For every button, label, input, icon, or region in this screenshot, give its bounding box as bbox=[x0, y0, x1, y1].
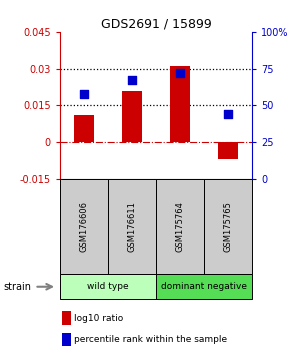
Point bbox=[178, 70, 182, 76]
Text: dominant negative: dominant negative bbox=[161, 282, 247, 291]
Bar bbox=[218, 142, 238, 159]
Text: strain: strain bbox=[3, 282, 31, 292]
Text: wild type: wild type bbox=[87, 282, 129, 291]
Bar bbox=[62, 333, 70, 346]
Title: GDS2691 / 15899: GDS2691 / 15899 bbox=[100, 18, 212, 31]
Text: log10 ratio: log10 ratio bbox=[74, 314, 124, 323]
Bar bbox=[74, 115, 94, 142]
Point bbox=[130, 78, 134, 83]
Bar bbox=[170, 66, 190, 142]
Text: GSM175764: GSM175764 bbox=[176, 201, 184, 252]
Text: GSM176606: GSM176606 bbox=[80, 201, 88, 252]
Text: GSM175765: GSM175765 bbox=[224, 201, 232, 252]
Bar bbox=[122, 91, 142, 142]
Text: GSM176611: GSM176611 bbox=[128, 201, 136, 252]
Bar bbox=[156, 179, 204, 274]
Bar bbox=[156, 274, 252, 299]
Bar bbox=[204, 179, 252, 274]
Bar bbox=[62, 312, 70, 325]
Bar bbox=[108, 179, 156, 274]
Bar bbox=[60, 179, 108, 274]
Point bbox=[82, 91, 86, 96]
Point bbox=[226, 111, 230, 117]
Text: percentile rank within the sample: percentile rank within the sample bbox=[74, 335, 227, 344]
Bar bbox=[60, 274, 156, 299]
